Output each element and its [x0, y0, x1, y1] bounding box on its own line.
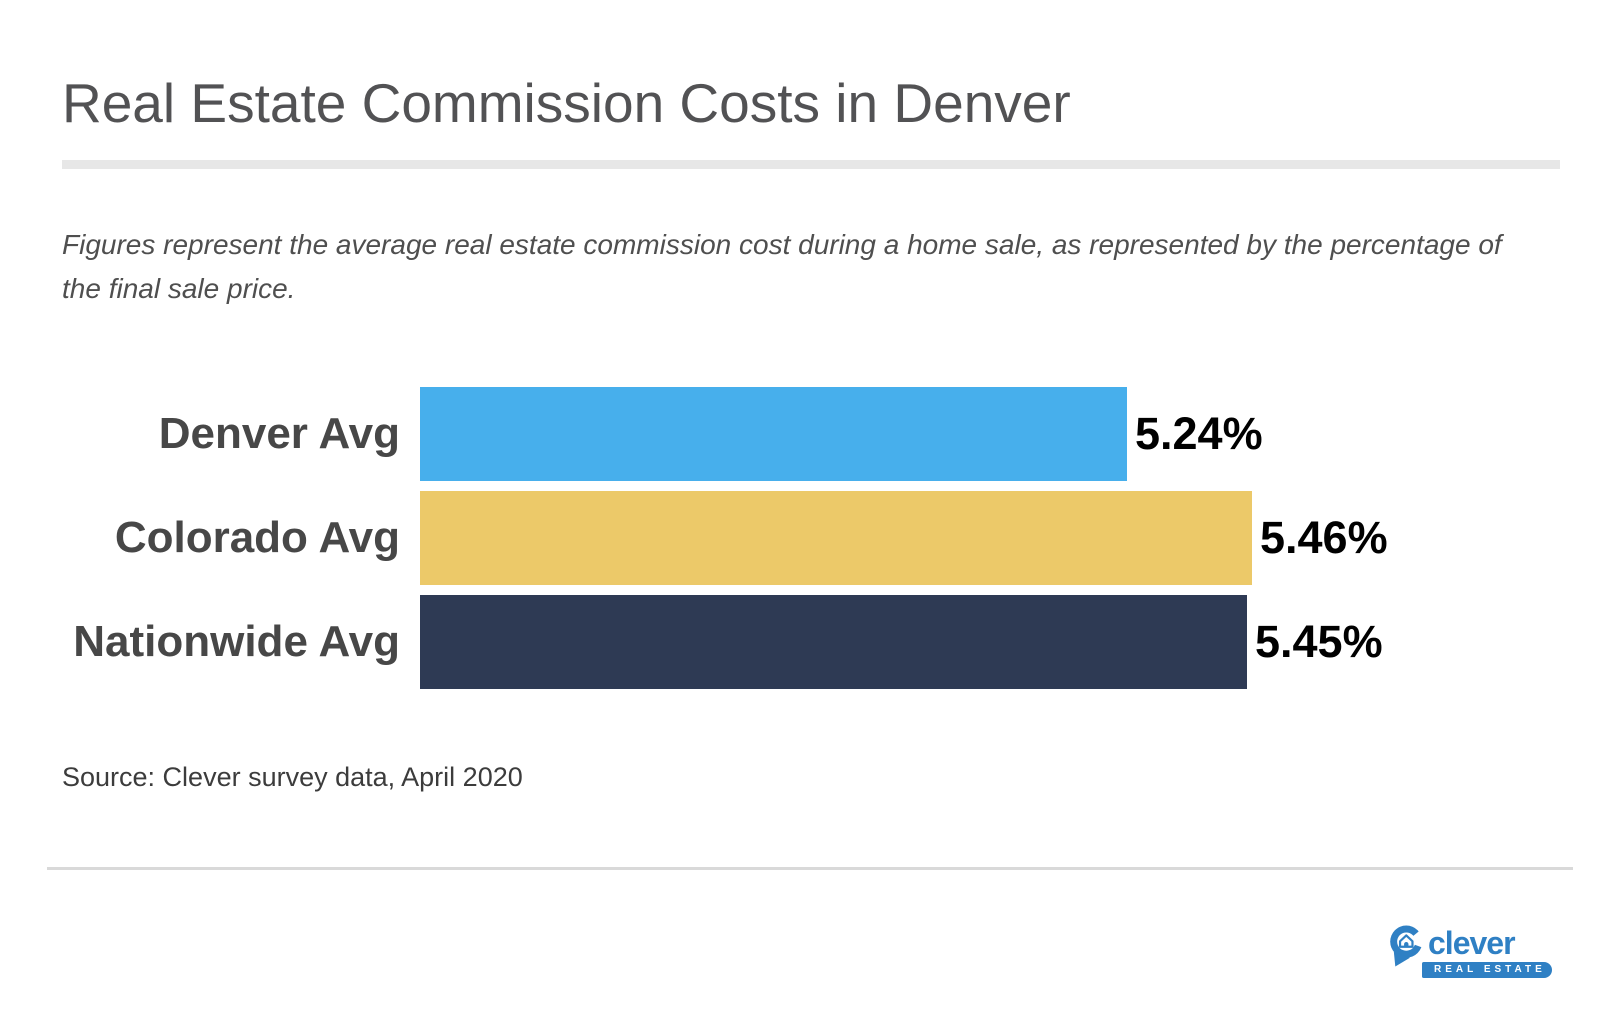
bar-track: 5.24% [420, 387, 1620, 481]
bar [420, 387, 1127, 481]
bar-value-label: 5.46% [1260, 512, 1388, 563]
bar-chart: Denver Avg 5.24% Colorado Avg 5.46% Nati… [0, 387, 1620, 699]
bar-category-label: Nationwide Avg [73, 617, 400, 666]
chart-subtitle: Figures represent the average real estat… [62, 229, 1502, 304]
page-title: Real Estate Commission Costs in Denver [62, 72, 1071, 134]
logo-wordmark: clever [1428, 925, 1516, 961]
bar-track: 5.45% [420, 595, 1620, 689]
source-note: Source: Clever survey data, April 2020 [62, 762, 523, 792]
bar [420, 491, 1252, 585]
title-divider [62, 160, 1560, 169]
bar-value-label: 5.24% [1135, 408, 1263, 459]
clever-logo: clever REAL ESTATE [1388, 924, 1558, 978]
chart-row: Nationwide Avg 5.45% [0, 595, 1620, 689]
bar-category-label: Colorado Avg [114, 513, 400, 562]
bar-category-label: Denver Avg [158, 409, 400, 458]
chart-row: Denver Avg 5.24% [0, 387, 1620, 481]
footer-divider [47, 867, 1573, 870]
clever-pin-house-icon [1390, 925, 1426, 967]
bar-track: 5.46% [420, 491, 1620, 585]
bar [420, 595, 1247, 689]
chart-row: Colorado Avg 5.46% [0, 491, 1620, 585]
logo-text: clever REAL ESTATE [1422, 925, 1558, 978]
logo-tagline: REAL ESTATE [1422, 962, 1552, 978]
bar-value-label: 5.45% [1255, 616, 1383, 667]
